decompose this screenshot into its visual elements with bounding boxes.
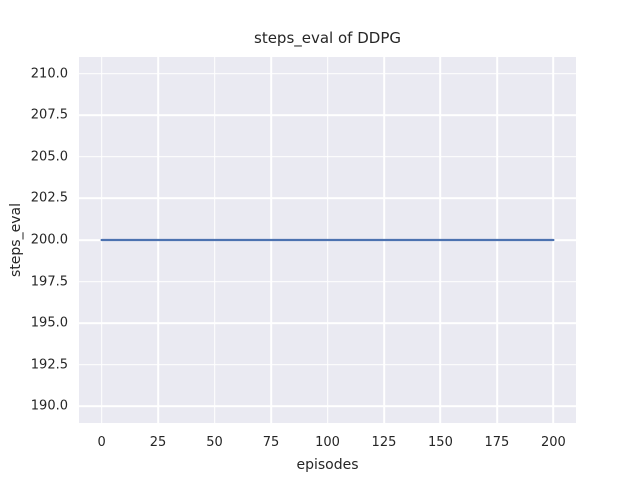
x-tick-label: 175 xyxy=(484,435,510,450)
x-tick-label: 0 xyxy=(97,435,106,450)
x-tick-label: 125 xyxy=(371,435,397,450)
y-tick-label: 202.5 xyxy=(30,190,68,206)
y-tick-label: 210.0 xyxy=(30,66,68,82)
y-tick-label: 197.5 xyxy=(30,274,68,290)
x-axis-label: episodes xyxy=(296,457,359,473)
line-series xyxy=(100,238,555,242)
y-tick-label: 190.0 xyxy=(30,398,68,414)
chart-title: steps_eval of DDPG xyxy=(254,29,401,47)
y-tick-label: 195.0 xyxy=(30,315,68,331)
y-tick-label: 205.0 xyxy=(30,149,68,165)
plot-area xyxy=(79,57,576,423)
x-tick-label: 75 xyxy=(262,435,280,450)
y-gridline xyxy=(79,363,576,366)
x-tick-label: 50 xyxy=(206,435,223,450)
y-tick-label: 192.5 xyxy=(30,357,68,373)
y-tick-label: 207.5 xyxy=(30,107,68,123)
y-gridline xyxy=(79,322,576,324)
y-gridline xyxy=(79,197,576,200)
x-tick-label: 100 xyxy=(315,435,340,450)
y-axis-label: steps_eval xyxy=(8,203,24,277)
y-gridline xyxy=(79,156,576,158)
y-tick-label: 200.0 xyxy=(30,232,68,248)
x-tick-label: 150 xyxy=(428,435,453,450)
y-gridline xyxy=(79,72,576,75)
y-gridline xyxy=(79,280,576,283)
x-tick-label: 200 xyxy=(540,435,566,450)
y-gridline xyxy=(79,114,576,117)
y-gridline xyxy=(79,405,576,408)
x-tick-label: 25 xyxy=(149,435,167,450)
